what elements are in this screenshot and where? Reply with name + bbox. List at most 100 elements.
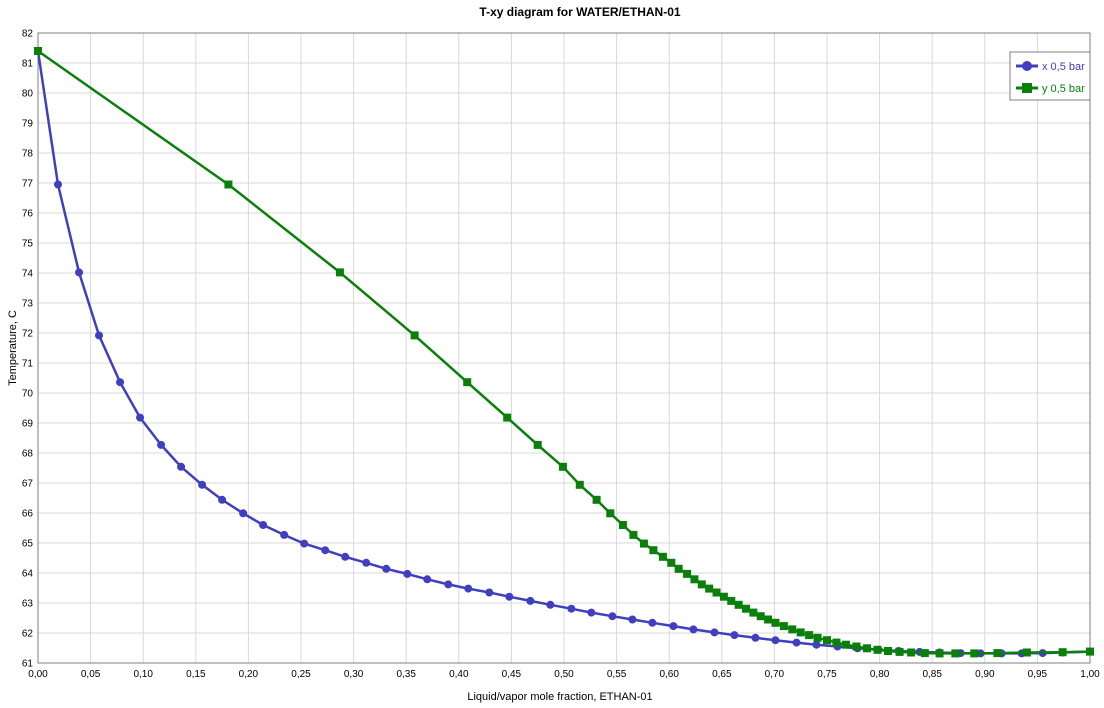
data-point (177, 462, 186, 471)
data-point (796, 628, 805, 637)
data-point (463, 378, 472, 387)
legend-label: x 0,5 bar (1042, 61, 1085, 73)
data-point (606, 509, 615, 518)
legend: x 0,5 bar y 0,5 bar (1009, 51, 1091, 101)
data-point (951, 649, 960, 658)
data-point (805, 631, 814, 640)
data-point (321, 546, 330, 555)
tick-labels: 0,00 0,05 0,10 0,15 0,20 0,25 0,30 0,35 0,40 0,45… (22, 29, 1100, 681)
data-point (895, 647, 904, 656)
x-tick-label: 0,25 (291, 669, 311, 680)
data-point (410, 331, 419, 340)
data-point (771, 618, 780, 627)
data-point (771, 636, 780, 645)
grid (37, 32, 1091, 664)
data-point (719, 592, 728, 601)
data-point (136, 413, 145, 422)
x-tick-label: 0,90 (975, 669, 995, 680)
y-tick-label: 68 (22, 449, 34, 460)
x-tick-label: 0,20 (239, 669, 259, 680)
data-point (300, 539, 309, 548)
data-point (341, 552, 350, 561)
data-point (788, 625, 797, 634)
data-point (639, 539, 648, 548)
data-point (503, 413, 512, 422)
data-point (53, 180, 62, 189)
data-point (734, 600, 743, 609)
data-point (669, 622, 678, 631)
data-point (608, 612, 617, 621)
data-point (832, 638, 841, 647)
legend-marker (1022, 83, 1032, 93)
chart-title: T-xy diagram for WATER/ETHAN-01 (479, 5, 680, 19)
plot-frame (37, 32, 1091, 664)
data-point (907, 648, 916, 657)
data-point (526, 596, 535, 605)
data-point (382, 564, 391, 573)
data-point (705, 584, 714, 593)
y-tick-label: 74 (22, 269, 34, 280)
y-tick-label: 65 (22, 539, 34, 550)
x-tick-label: 0,95 (1028, 669, 1048, 680)
x-tick-label: 0,50 (554, 669, 574, 680)
data-point (423, 575, 432, 584)
y-tick-label: 71 (22, 359, 34, 370)
x-tick-label: 0,00 (28, 669, 48, 680)
data-point (852, 642, 861, 651)
x-tick-label: 0,30 (344, 669, 364, 680)
x-axis-label: Liquid/vapor mole fraction, ETHAN-01 (467, 691, 652, 703)
data-point (34, 47, 42, 55)
data-point (779, 622, 788, 631)
y-tick-label: 72 (22, 329, 34, 340)
data-point (95, 331, 104, 340)
data-point (690, 575, 699, 584)
data-point (873, 645, 882, 654)
data-point (764, 615, 773, 624)
y-tick-label: 63 (22, 599, 34, 610)
data-point (813, 633, 822, 642)
x-tick-label: 1,00 (1080, 669, 1100, 680)
x-tick-label: 0,45 (502, 669, 522, 680)
x-tick-label: 0,75 (817, 669, 837, 680)
data-point (218, 495, 227, 504)
legend-item: x 0,5 bar (1016, 61, 1085, 73)
data-point (546, 600, 555, 609)
data-point (198, 480, 207, 489)
y-tick-label: 67 (22, 479, 34, 490)
data-point (485, 588, 494, 597)
data-point (444, 580, 453, 589)
data-point (683, 569, 692, 578)
data-point (710, 628, 719, 637)
data-point (403, 569, 412, 578)
data-point (629, 530, 638, 539)
y-tick-label: 64 (22, 569, 34, 580)
x-tick-label: 0,35 (396, 669, 416, 680)
y-tick-label: 76 (22, 209, 34, 220)
series-layer (34, 47, 1094, 658)
x-tick-label: 0,10 (133, 669, 153, 680)
data-point (812, 640, 821, 649)
series-y (34, 47, 1094, 658)
y-tick-label: 82 (22, 29, 34, 40)
data-point (674, 564, 683, 573)
y-tick-label: 70 (22, 389, 34, 400)
data-point (618, 521, 627, 529)
x-tick-label: 0,15 (186, 669, 206, 680)
data-point (1022, 648, 1031, 657)
data-point (697, 580, 706, 589)
y-tick-label: 78 (22, 149, 34, 160)
data-point (533, 440, 542, 449)
data-point (862, 644, 871, 653)
data-point (116, 378, 125, 387)
data-point (1058, 648, 1067, 657)
data-point (884, 647, 893, 655)
legend-item: y 0,5 bar (1016, 83, 1085, 95)
data-point (920, 649, 929, 658)
data-point (648, 618, 657, 627)
x-tick-label: 0,55 (607, 669, 627, 680)
data-point (362, 558, 371, 567)
x-tick-label: 0,40 (449, 669, 469, 680)
x-tick-label: 0,85 (922, 669, 942, 680)
y-tick-label: 80 (22, 89, 34, 100)
